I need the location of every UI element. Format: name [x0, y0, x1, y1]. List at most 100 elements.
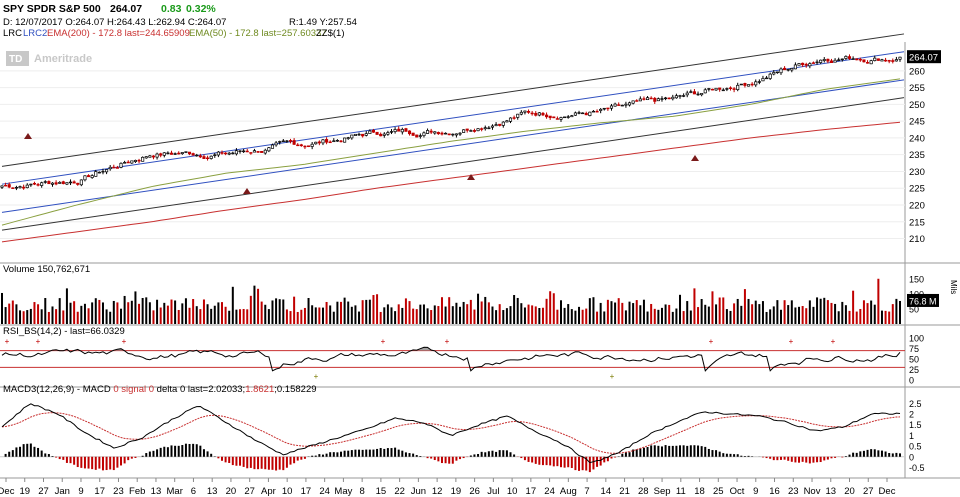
- volume-bar: [805, 308, 808, 324]
- candle-body: [880, 59, 884, 62]
- macd-histogram-bar: [69, 456, 72, 464]
- x-axis-label: May: [334, 486, 352, 497]
- macd-histogram-bar: [707, 448, 710, 457]
- candle-body: [50, 182, 55, 185]
- volume-bar: [848, 310, 851, 324]
- rsi-tick-label: 25: [909, 365, 919, 375]
- price-change: 0.83: [161, 3, 182, 15]
- macd-histogram-bar: [574, 456, 577, 471]
- candle-body: [718, 87, 722, 90]
- candle-body: [472, 130, 476, 132]
- price-tick-label: 245: [909, 117, 925, 128]
- candle-body: [696, 93, 700, 96]
- rsi-signal-marker: +: [789, 337, 794, 346]
- x-axis-label: 6: [191, 486, 196, 497]
- candle-body: [894, 59, 898, 62]
- volume-bar: [523, 307, 526, 324]
- volume-bar: [397, 304, 400, 324]
- volume-bar: [513, 295, 516, 324]
- volume-bar: [642, 299, 645, 324]
- candle-body: [72, 181, 76, 184]
- volume-bar: [379, 311, 382, 324]
- candle-body: [353, 133, 357, 136]
- x-axis-label: 27: [38, 486, 49, 497]
- volume-bar: [462, 301, 465, 324]
- volume-bar: [116, 302, 119, 324]
- volume-bar: [130, 300, 133, 324]
- macd-histogram-bar: [206, 451, 209, 457]
- candle-body: [519, 111, 523, 115]
- volume-bar: [639, 305, 642, 324]
- candle-body: [411, 132, 415, 136]
- volume-bar: [275, 298, 278, 324]
- price-tick-label: 215: [909, 217, 925, 228]
- volume-bar: [433, 305, 436, 324]
- macd-histogram-bar: [271, 456, 274, 470]
- price-tick-label: 230: [909, 167, 925, 178]
- volume-bar: [282, 299, 285, 324]
- volume-bar: [166, 305, 169, 324]
- macd-histogram-bar: [383, 448, 386, 457]
- macd-histogram-bar: [239, 456, 242, 466]
- volume-bar: [801, 306, 804, 324]
- macd-histogram-bar: [603, 456, 606, 463]
- volume-bar: [603, 311, 606, 324]
- candle-body: [29, 183, 33, 186]
- macd-histogram-bar: [653, 445, 656, 457]
- macd-histogram-bar: [192, 443, 195, 457]
- candle-body: [389, 131, 394, 133]
- macd-histogram-bar: [368, 449, 371, 457]
- volume-bar: [747, 298, 750, 324]
- macd-histogram-bar: [805, 456, 808, 463]
- candle-body: [76, 182, 80, 185]
- macd-histogram-bar: [217, 456, 220, 459]
- candle-body: [573, 112, 577, 116]
- volume-bar: [358, 311, 361, 324]
- candle-body: [530, 112, 534, 115]
- candle-body: [498, 123, 502, 126]
- candle-body: [757, 81, 761, 83]
- volume-bar: [581, 309, 584, 324]
- volume-bar: [376, 294, 379, 324]
- macd-histogram-bar: [321, 454, 324, 457]
- macd-histogram-bar: [156, 449, 159, 457]
- volume-bar: [192, 299, 195, 324]
- candle-body: [480, 128, 484, 130]
- volume-bar: [675, 308, 678, 324]
- candle-body: [844, 56, 848, 59]
- macd-histogram-bar: [693, 445, 696, 457]
- legend-lrc: LRC: [3, 28, 22, 39]
- last-price-tag-text: 264.07: [909, 53, 938, 64]
- volume-bar: [473, 309, 476, 324]
- candle-body: [429, 130, 433, 133]
- volume-bar: [368, 299, 371, 324]
- candle-body: [368, 130, 372, 134]
- legend-ema50: EMA(50) - 172.8 last=257.60337: [189, 28, 327, 39]
- candle-body: [32, 182, 37, 185]
- macd-histogram-bar: [855, 452, 858, 457]
- macd-histogram-bar: [329, 452, 332, 457]
- candle-body: [317, 141, 321, 144]
- volume-bar: [859, 308, 862, 324]
- volume-bar: [772, 306, 775, 324]
- candle-body: [299, 144, 303, 147]
- candle-body: [454, 133, 458, 136]
- macd-histogram-bar: [98, 456, 101, 469]
- candle-body: [11, 187, 15, 189]
- volume-bar: [343, 297, 346, 324]
- candle-body: [667, 97, 671, 100]
- rsi-signal-marker: +: [831, 337, 836, 346]
- volume-bar: [419, 304, 422, 324]
- candle-body: [772, 72, 776, 75]
- volume-bar: [697, 307, 700, 324]
- macd-histogram-bar: [830, 456, 833, 459]
- td-logo-box: [6, 51, 29, 66]
- macd-histogram-bar: [549, 456, 552, 466]
- candle-body: [671, 96, 675, 100]
- volume-bar: [754, 300, 757, 324]
- candle-body: [90, 175, 94, 178]
- candle-body: [18, 186, 22, 189]
- volume-bar: [148, 302, 151, 324]
- volume-bar: [877, 278, 880, 324]
